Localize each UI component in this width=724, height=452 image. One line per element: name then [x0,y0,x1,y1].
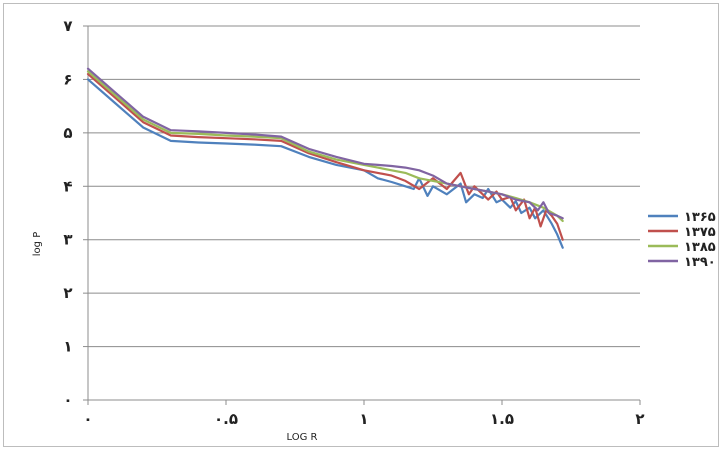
axes: ٠ ۱ ۲ ۳ ۴ ۵ ۶ ۷ ٠ ٠.۵ ۱ ۱.۵ ۲ [63,17,644,428]
series-lines [86,67,564,249]
series-line-3 [86,70,564,223]
series-line-4 [86,67,564,220]
legend-label: ۱۳۷۵ [684,225,716,240]
y-tick-label: ۵ [63,124,72,142]
legend-label: ۱۳۶۵ [684,210,716,225]
y-tick-label: ۳ [63,231,72,249]
gridlines [88,25,640,348]
x-tick-label: ۱ [359,410,368,428]
x-tick-label: ٠.۵ [214,410,238,428]
y-tick-label: ۱ [63,338,72,356]
y-tick-label: ۴ [63,177,72,195]
legend-label: ۱۳۸۵ [684,240,716,255]
series-line-2 [86,73,564,241]
x-tick-label: ٠ [83,410,92,428]
series-line-1 [86,78,564,249]
y-tick-label: ۲ [63,284,72,302]
x-tick-label: ۱.۵ [490,410,514,428]
chart-frame: ٠ ۱ ۲ ۳ ۴ ۵ ۶ ۷ ٠ ٠.۵ ۱ ۱.۵ ۲ ۱۳۶۵ ۱۳۷۵ ۱۳۸۵ ۱۳۹۰ LOG R… [3,3,719,447]
y-tick-label: ۶ [63,70,72,88]
y-tick-label: ۷ [63,17,72,35]
x-axis-title: LOG R [287,432,318,443]
legend-label: ۱۳۹۰ [684,255,716,270]
y-axis-title: log P [32,232,43,256]
x-tick-label: ۲ [635,410,644,428]
y-tick-label: ٠ [63,391,72,409]
